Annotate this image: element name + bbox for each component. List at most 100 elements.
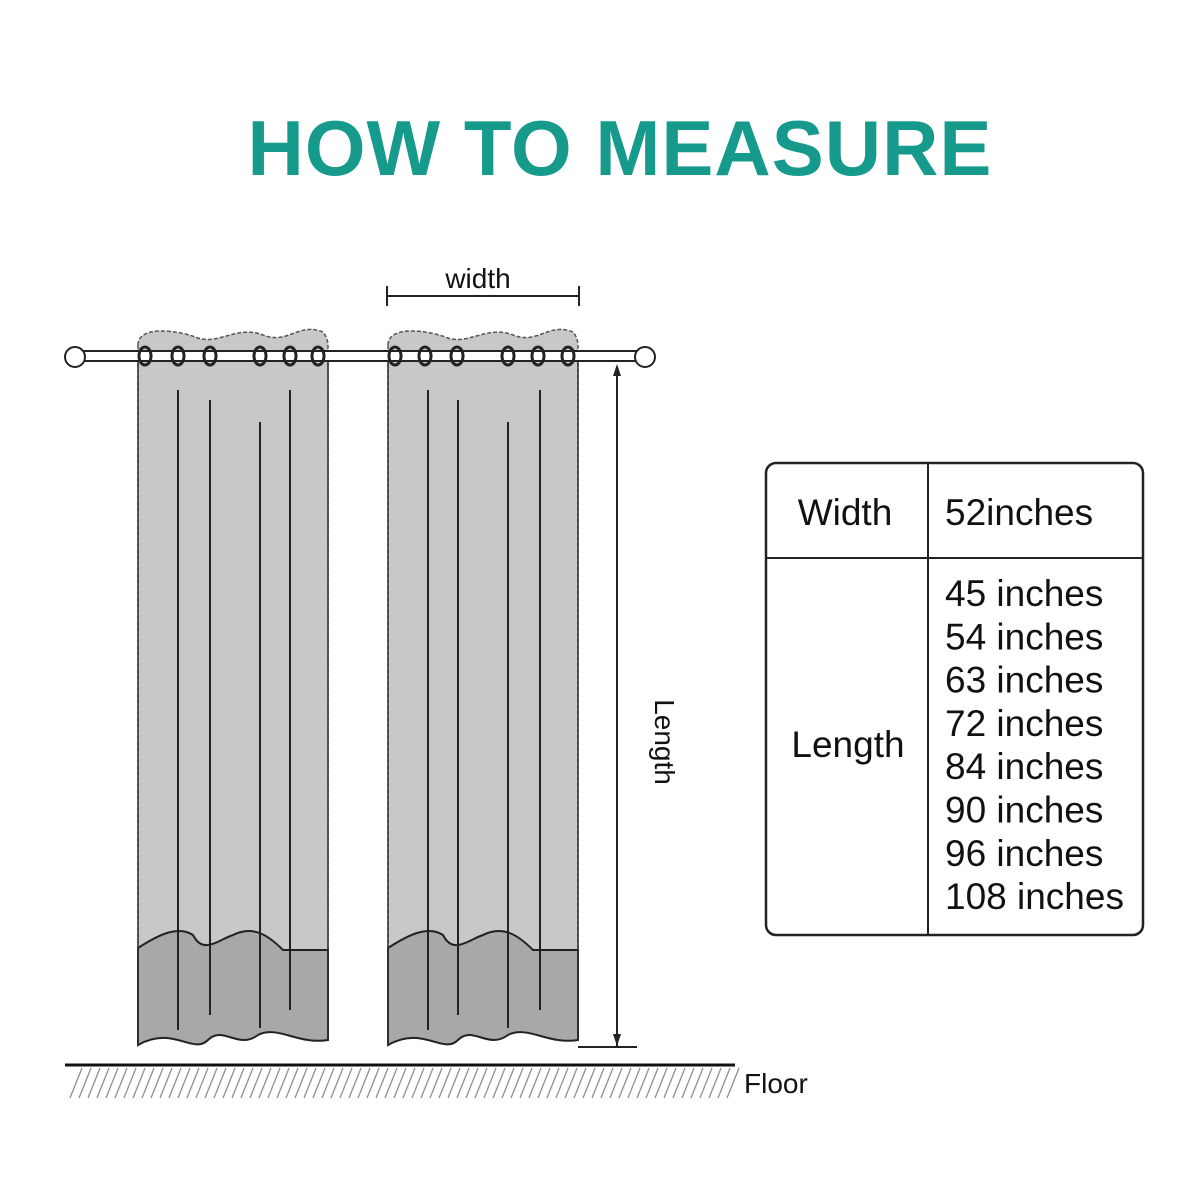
floor-hatch xyxy=(348,1067,362,1099)
floor-hatch xyxy=(141,1067,155,1099)
floor-hatch xyxy=(438,1067,452,1099)
grommet-ring xyxy=(387,345,403,367)
length-value: 90 inches xyxy=(945,790,1103,831)
floor-hatch xyxy=(123,1067,137,1099)
floor-hatch xyxy=(501,1067,515,1099)
floor-hatch xyxy=(132,1067,146,1099)
length-row-label: Length xyxy=(791,724,904,765)
length-value: 63 inches xyxy=(945,660,1103,701)
curtain-rod xyxy=(64,346,656,368)
length-dimension xyxy=(578,364,637,1048)
floor-hatch xyxy=(717,1067,731,1099)
floor-hatch xyxy=(474,1067,488,1099)
floor-hatch xyxy=(708,1067,722,1099)
floor-hatch xyxy=(402,1067,416,1099)
length-value: 108 inches xyxy=(945,876,1124,917)
floor-hatch xyxy=(546,1067,560,1099)
length-value: 72 inches xyxy=(945,703,1103,744)
floor-hatch xyxy=(663,1067,677,1099)
grommet-ring xyxy=(310,345,326,367)
floor-hatch xyxy=(78,1067,92,1099)
floor-hatch xyxy=(420,1067,434,1099)
floor-hatch xyxy=(384,1067,398,1099)
length-value: 96 inches xyxy=(945,833,1103,874)
floor-hatch xyxy=(321,1067,335,1099)
floor-hatch xyxy=(699,1067,713,1099)
floor-hatch xyxy=(528,1067,542,1099)
floor-hatch xyxy=(267,1067,281,1099)
floor-hatch xyxy=(168,1067,182,1099)
grommet-ring xyxy=(252,345,268,367)
floor-hatch xyxy=(582,1067,596,1099)
floor-hatch xyxy=(672,1067,686,1099)
floor-hatch xyxy=(411,1067,425,1099)
grommet-ring xyxy=(137,345,153,367)
grommet-ring xyxy=(170,345,186,367)
floor-hatch xyxy=(222,1067,236,1099)
length-value: 84 inches xyxy=(945,746,1103,787)
curtain-panel xyxy=(387,328,579,1047)
length-label: Length xyxy=(649,699,680,785)
floor-hatch xyxy=(483,1067,497,1099)
floor-hatch xyxy=(492,1067,506,1099)
floor-hatch xyxy=(537,1067,551,1099)
floor-hatch xyxy=(573,1067,587,1099)
grommet-ring xyxy=(560,345,576,367)
floor-hatch xyxy=(177,1067,191,1099)
floor-hatch xyxy=(87,1067,101,1099)
floor-hatch xyxy=(114,1067,128,1099)
floor-hatch xyxy=(627,1067,641,1099)
floor-hatch xyxy=(231,1067,245,1099)
floor-hatch xyxy=(564,1067,578,1099)
floor-hatch xyxy=(285,1067,299,1099)
grommet-ring xyxy=(530,345,546,367)
grommet-rings xyxy=(137,345,576,367)
floor-hatch xyxy=(519,1067,533,1099)
floor-hatch xyxy=(465,1067,479,1099)
length-value: 45 inches xyxy=(945,573,1103,614)
floor-label: Floor xyxy=(744,1068,808,1099)
floor-hatch xyxy=(429,1067,443,1099)
grommet-ring xyxy=(417,345,433,367)
floor xyxy=(65,1063,740,1099)
floor-hatch xyxy=(294,1067,308,1099)
curtain-panel xyxy=(137,328,329,1047)
floor-hatch xyxy=(366,1067,380,1099)
floor-hatch xyxy=(240,1067,254,1099)
floor-hatch xyxy=(159,1067,173,1099)
width-row-label: Width xyxy=(798,492,893,533)
floor-hatch xyxy=(609,1067,623,1099)
floor-hatch xyxy=(555,1067,569,1099)
floor-hatch xyxy=(186,1067,200,1099)
floor-hatch xyxy=(258,1067,272,1099)
floor-hatch xyxy=(150,1067,164,1099)
floor-hatch xyxy=(276,1067,290,1099)
floor-hatch xyxy=(69,1067,83,1099)
floor-hatch xyxy=(447,1067,461,1099)
floor-hatch xyxy=(312,1067,326,1099)
floor-hatch xyxy=(213,1067,227,1099)
floor-hatch xyxy=(339,1067,353,1099)
floor-hatch xyxy=(375,1067,389,1099)
floor-hatch xyxy=(393,1067,407,1099)
floor-hatch xyxy=(618,1067,632,1099)
floor-hatch xyxy=(249,1067,263,1099)
floor-hatch xyxy=(204,1067,218,1099)
floor-hatch xyxy=(105,1067,119,1099)
floor-hatch xyxy=(591,1067,605,1099)
floor-hatch xyxy=(636,1067,650,1099)
floor-hatch xyxy=(510,1067,524,1099)
width-row-value: 52inches xyxy=(945,492,1093,533)
floor-hatch xyxy=(195,1067,209,1099)
grommet-ring xyxy=(449,345,465,367)
floor-hatch xyxy=(645,1067,659,1099)
length-value: 54 inches xyxy=(945,616,1103,657)
title: HOW TO MEASURE xyxy=(248,104,993,192)
curtains xyxy=(137,328,579,1047)
floor-hatch xyxy=(726,1067,740,1099)
floor-hatch xyxy=(357,1067,371,1099)
floor-hatch xyxy=(330,1067,344,1099)
floor-hatch xyxy=(456,1067,470,1099)
